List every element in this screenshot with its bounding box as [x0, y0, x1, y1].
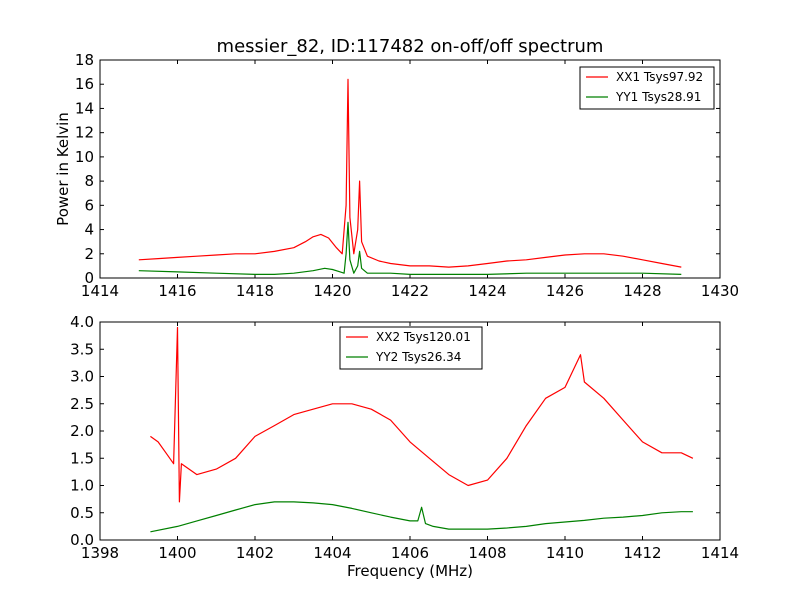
x-tick-label: 1400 [158, 544, 196, 562]
y-tick-label: 10 [75, 148, 94, 166]
legend: XX1 Tsys97.92 YY1 Tsys28.91 [579, 66, 715, 110]
series-line-green [150, 501, 693, 533]
y-tick-label: 0.5 [70, 504, 94, 522]
y-tick-label: 3.5 [70, 340, 94, 358]
y-tick-label: 1.0 [70, 477, 94, 495]
chart-title: messier_82, ID:117482 on-off/off spectru… [217, 36, 604, 57]
series-line-red [150, 326, 694, 503]
tick-group: 1398 1400 1402 1404 1406 1408 1410 1412 1414 0.0 0… [70, 313, 739, 562]
x-tick-label: 1402 [236, 544, 274, 562]
x-tick-label: 1404 [313, 544, 351, 562]
y-tick-label: 18 [75, 51, 94, 69]
y-tick-label: 4.0 [70, 313, 94, 331]
x-tick-label: 1422 [391, 282, 429, 300]
y-tick-label: 2.0 [70, 422, 94, 440]
top-chart: messier_82, ID:117482 on-off/off spectru… [54, 36, 739, 300]
y-tick-label: 14 [75, 99, 94, 117]
y-tick-label: 0.0 [70, 531, 94, 549]
x-tick-label: 1418 [236, 282, 274, 300]
y-tick-label: 8 [84, 172, 94, 190]
x-tick-label: 1408 [468, 544, 506, 562]
x-axis-label: Frequency (MHz) [347, 562, 473, 580]
series-group [138, 78, 682, 275]
y-tick-label: 0 [84, 269, 94, 287]
y-tick-label: 16 [75, 75, 94, 93]
series-group [150, 326, 694, 533]
x-tick-label: 1416 [158, 282, 196, 300]
tick-group: 1414 1416 1418 1420 1422 1424 1426 1428 14300246… [75, 51, 739, 300]
y-tick-label: 2.5 [70, 395, 94, 413]
bottom-chart: 1398 1400 1402 1404 1406 1408 1410 1412 1414 0.0 0… [70, 313, 739, 580]
x-tick-label: 1428 [623, 282, 661, 300]
legend-box [339, 326, 483, 370]
y-axis-label: Power in Kelvin [54, 112, 72, 226]
x-tick-label: 1410 [546, 544, 584, 562]
series-line-red [138, 78, 682, 268]
x-tick-label: 1398 [81, 544, 119, 562]
y-tick-label: 3.0 [70, 368, 94, 386]
y-tick-label: 4 [84, 221, 94, 239]
legend-label-yy1: YY1 Tsys28.91 [615, 90, 701, 104]
x-tick-label: 1406 [391, 544, 429, 562]
x-tick-label: 1412 [623, 544, 661, 562]
series-line-green [138, 221, 682, 275]
legend-box [579, 66, 715, 110]
x-tick-label: 1424 [468, 282, 506, 300]
y-tick-label: 6 [84, 196, 94, 214]
x-tick-label: 1430 [701, 282, 739, 300]
legend-label-xx1: XX1 Tsys97.92 [616, 70, 703, 84]
x-tick-label: 1414 [701, 544, 739, 562]
y-tick-label: 1.5 [70, 449, 94, 467]
legend-label-yy2: YY2 Tsys26.34 [375, 350, 461, 364]
legend-label-xx2: XX2 Tsys120.01 [376, 330, 471, 344]
y-tick-label: 12 [75, 124, 94, 142]
x-tick-label: 1420 [313, 282, 351, 300]
y-tick-label: 2 [84, 245, 94, 263]
x-tick-label: 1426 [546, 282, 584, 300]
legend: XX2 Tsys120.01 YY2 Tsys26.34 [339, 326, 483, 370]
x-tick-label: 1414 [81, 282, 119, 300]
